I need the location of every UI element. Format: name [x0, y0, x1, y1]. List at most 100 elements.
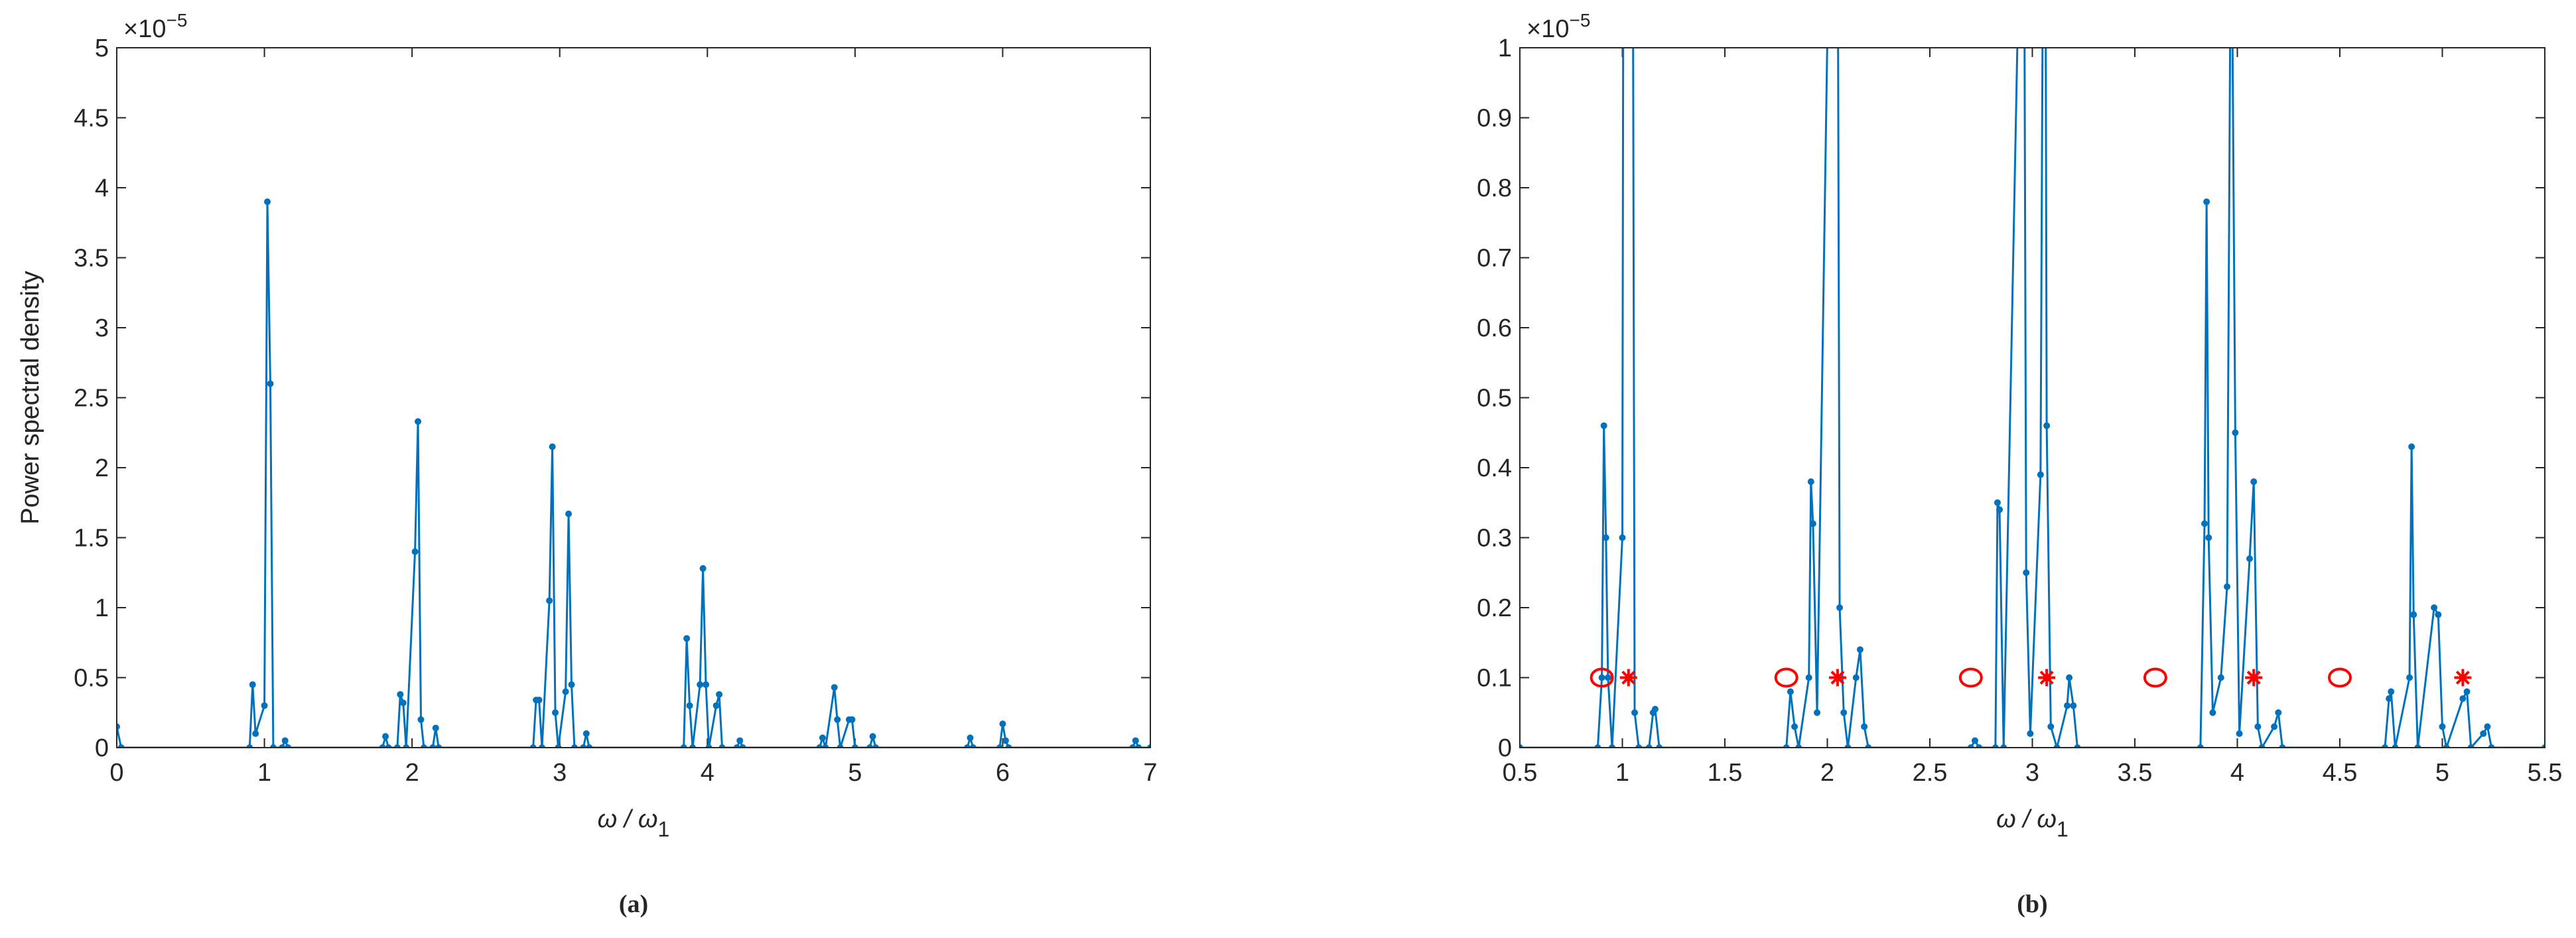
data-point — [1787, 688, 1794, 695]
data-point — [2224, 583, 2231, 590]
asterisk-marker — [2038, 669, 2056, 687]
data-point — [1996, 506, 2003, 513]
data-point — [420, 744, 427, 748]
spectrum-line — [117, 202, 1150, 748]
data-point — [1971, 737, 1978, 744]
data-point — [686, 702, 693, 709]
spectrum-line — [1520, 48, 2545, 748]
y-tick-label: 2.5 — [74, 385, 109, 413]
data-point — [399, 699, 407, 706]
data-point — [2408, 443, 2415, 450]
data-point — [2431, 604, 2438, 611]
x-tick-label: 2 — [1820, 759, 1834, 787]
y-axis-label: Power spectral density — [17, 271, 44, 524]
data-point — [549, 443, 556, 450]
data-point — [816, 744, 823, 748]
data-point — [2386, 695, 2393, 703]
data-point — [1992, 744, 1999, 748]
data-point — [1619, 534, 1626, 541]
data-point — [697, 681, 704, 689]
data-point — [417, 716, 425, 723]
data-point — [2246, 555, 2254, 563]
x-tick-label: 5.5 — [2528, 759, 2563, 787]
data-point — [2066, 674, 2073, 681]
data-point — [279, 744, 286, 748]
data-point — [586, 744, 593, 748]
y-tick-label: 4.5 — [74, 105, 109, 133]
data-point — [2201, 520, 2208, 527]
circle-marker — [1590, 667, 1614, 688]
y-tick-label: 0.7 — [1477, 245, 1512, 273]
data-point — [269, 744, 277, 748]
x-tick-label: 3.5 — [2118, 759, 2153, 787]
data-point — [967, 734, 974, 742]
data-point — [831, 684, 838, 691]
data-point — [819, 734, 826, 742]
data-point — [1645, 744, 1653, 748]
data-point — [2000, 744, 2007, 748]
y-tick-label: 0.3 — [1477, 525, 1512, 553]
data-point — [281, 737, 289, 744]
x-tick-label: 4.5 — [2323, 759, 2358, 787]
data-point — [2484, 723, 2491, 730]
y-tick-label: 0.5 — [1477, 385, 1512, 413]
plot-frame — [116, 47, 1151, 748]
data-point — [2047, 723, 2055, 730]
y-tick-label: 0.9 — [1477, 105, 1512, 133]
data-point — [2392, 744, 2399, 748]
y-tick-label: 0.6 — [1477, 314, 1512, 342]
asterisk-marker — [1828, 669, 1846, 687]
x-tick-label: 4 — [701, 759, 714, 787]
y-tick-label: 4 — [95, 174, 109, 202]
y-tick-label: 0.1 — [1477, 665, 1512, 693]
data-point — [397, 691, 404, 698]
data-point — [1814, 709, 1821, 716]
data-point — [2197, 744, 2204, 748]
data-point — [1132, 737, 1139, 744]
data-point — [1005, 744, 1012, 748]
data-point — [1520, 744, 1523, 748]
data-point — [2410, 611, 2417, 618]
data-point — [1635, 744, 1643, 748]
data-point — [964, 744, 971, 748]
data-point — [1594, 744, 1601, 748]
data-point — [429, 744, 437, 748]
x-tick-label: 4 — [2230, 759, 2244, 787]
data-point — [117, 744, 125, 748]
data-point — [822, 744, 829, 748]
data-point — [1002, 737, 1009, 744]
data-point — [1602, 534, 1609, 541]
data-point — [2488, 744, 2495, 748]
data-point — [565, 510, 573, 517]
data-point — [2209, 709, 2216, 716]
data-point — [2027, 730, 2034, 737]
data-point — [1783, 744, 1790, 748]
data-point — [2217, 674, 2224, 681]
data-point — [403, 744, 410, 748]
data-point — [2480, 730, 2487, 737]
data-point — [580, 744, 587, 748]
data-point — [2053, 744, 2061, 748]
circle-marker — [2328, 667, 2352, 688]
data-point — [552, 709, 559, 716]
data-point — [689, 744, 697, 748]
x-label-sub: 1 — [658, 817, 670, 841]
data-point — [2271, 723, 2278, 730]
data-point — [712, 702, 720, 709]
data-point — [739, 744, 746, 748]
y-tick-label: 0.2 — [1477, 594, 1512, 622]
data-point — [2381, 744, 2388, 748]
data-point — [2435, 611, 2442, 618]
data-point — [1135, 744, 1142, 748]
data-point — [1805, 674, 1812, 681]
data-point — [2070, 702, 2077, 709]
data-point — [382, 733, 389, 740]
multiplier-exponent: −5 — [1569, 10, 1590, 31]
data-point — [1600, 422, 1607, 429]
data-point — [2414, 744, 2421, 748]
data-point — [285, 744, 292, 748]
x-label-main: ω / ω — [598, 805, 658, 833]
y-tick-label: 0.4 — [1477, 454, 1512, 482]
data-point — [834, 716, 841, 723]
data-point — [2205, 534, 2212, 541]
